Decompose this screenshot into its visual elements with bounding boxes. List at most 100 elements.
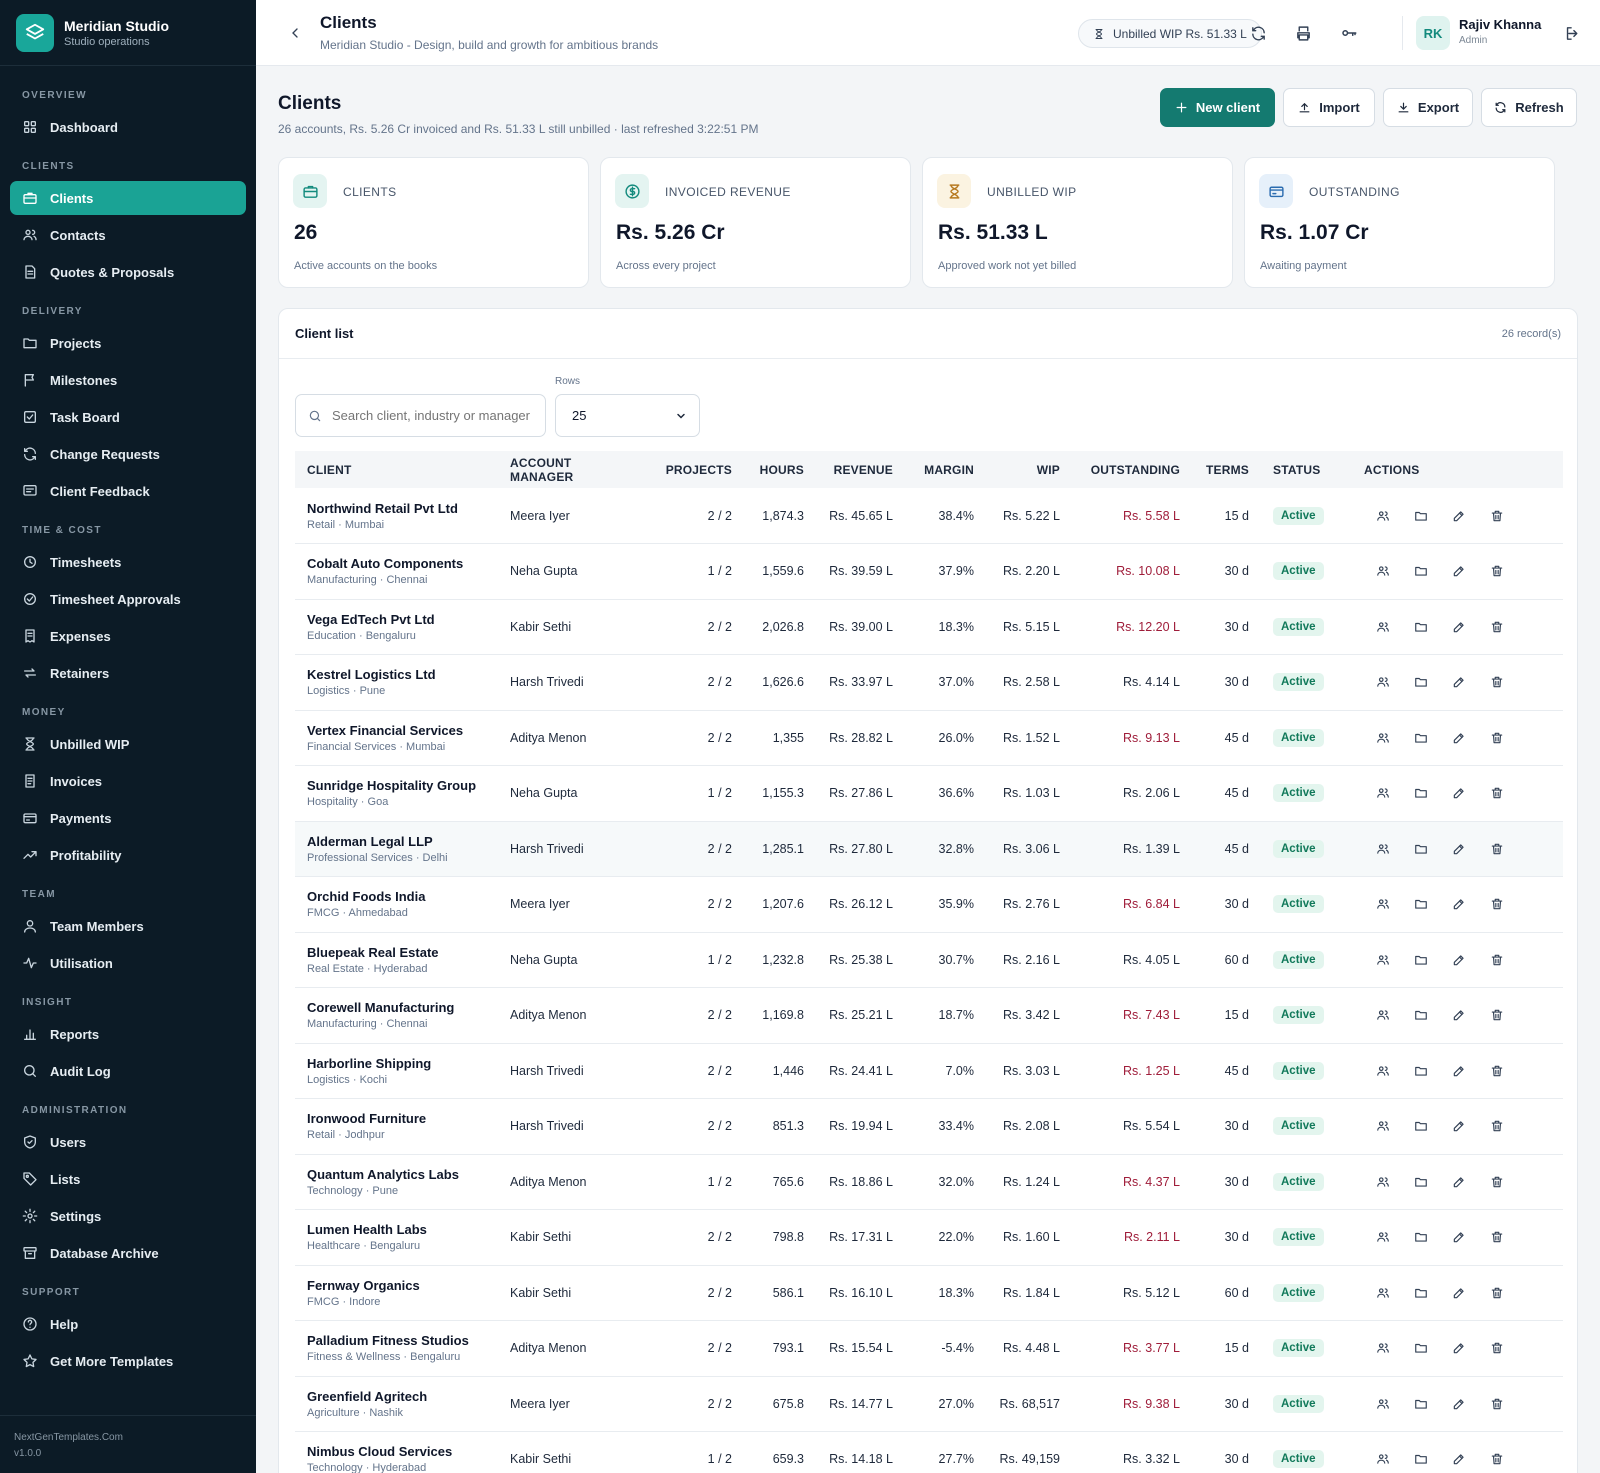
sidebar-item-clients[interactable]: Clients bbox=[10, 181, 246, 215]
delete-client-button[interactable] bbox=[1478, 1003, 1516, 1027]
client-name[interactable]: Ironwood Furniture bbox=[307, 1111, 427, 1127]
view-contacts-button[interactable] bbox=[1364, 1447, 1402, 1471]
table-row[interactable]: Sunridge Hospitality Group Hospitality · … bbox=[295, 766, 1563, 821]
sidebar-item-payments[interactable]: Payments bbox=[10, 801, 246, 835]
export-button[interactable]: Export bbox=[1383, 88, 1473, 127]
key-button[interactable] bbox=[1337, 21, 1361, 45]
brand[interactable]: Meridian Studio Studio operations bbox=[0, 0, 256, 66]
edit-client-button[interactable] bbox=[1440, 1392, 1478, 1416]
logout-button[interactable] bbox=[1560, 21, 1584, 45]
view-contacts-button[interactable] bbox=[1364, 504, 1402, 528]
client-name[interactable]: Cobalt Auto Components bbox=[307, 556, 464, 572]
column-header-terms[interactable]: TERMS bbox=[1206, 462, 1249, 477]
table-row[interactable]: Kestrel Logistics Ltd Logistics · Pune Har… bbox=[295, 655, 1563, 710]
delete-client-button[interactable] bbox=[1478, 1114, 1516, 1138]
delete-client-button[interactable] bbox=[1478, 1281, 1516, 1305]
table-row[interactable]: Greenfield Agritech Agriculture · Nashik M… bbox=[295, 1376, 1563, 1432]
view-contacts-button[interactable] bbox=[1364, 1059, 1402, 1083]
sidebar-item-timesheets[interactable]: Timesheets bbox=[10, 545, 246, 579]
sidebar-item-database-archive[interactable]: Database Archive bbox=[10, 1236, 246, 1270]
edit-client-button[interactable] bbox=[1440, 1447, 1478, 1471]
view-contacts-button[interactable] bbox=[1364, 1114, 1402, 1138]
delete-client-button[interactable] bbox=[1478, 1225, 1516, 1249]
sidebar-item-reports[interactable]: Reports bbox=[10, 1017, 246, 1051]
client-name[interactable]: Greenfield Agritech bbox=[307, 1388, 428, 1404]
edit-client-button[interactable] bbox=[1440, 1281, 1478, 1305]
view-contacts-button[interactable] bbox=[1364, 670, 1402, 694]
view-projects-button[interactable] bbox=[1402, 1059, 1440, 1083]
delete-client-button[interactable] bbox=[1478, 1170, 1516, 1194]
sidebar-item-team-members[interactable]: Team Members bbox=[10, 909, 246, 943]
sidebar-item-client-feedback[interactable]: Client Feedback bbox=[10, 474, 246, 508]
edit-client-button[interactable] bbox=[1440, 1336, 1478, 1360]
delete-client-button[interactable] bbox=[1478, 615, 1516, 639]
delete-client-button[interactable] bbox=[1478, 1336, 1516, 1360]
view-contacts-button[interactable] bbox=[1364, 615, 1402, 639]
view-contacts-button[interactable] bbox=[1364, 837, 1402, 861]
view-projects-button[interactable] bbox=[1402, 1170, 1440, 1194]
delete-client-button[interactable] bbox=[1478, 837, 1516, 861]
column-header-client[interactable]: CLIENT bbox=[307, 462, 352, 477]
view-contacts-button[interactable] bbox=[1364, 948, 1402, 972]
refresh-button[interactable]: Refresh bbox=[1481, 88, 1577, 127]
client-name[interactable]: Northwind Retail Pvt Ltd bbox=[307, 500, 458, 516]
client-name[interactable]: Bluepeak Real Estate bbox=[307, 944, 439, 960]
column-header-status[interactable]: STATUS bbox=[1273, 462, 1321, 477]
delete-client-button[interactable] bbox=[1478, 670, 1516, 694]
view-projects-button[interactable] bbox=[1402, 615, 1440, 639]
client-name[interactable]: Palladium Fitness Studios bbox=[307, 1333, 469, 1349]
view-projects-button[interactable] bbox=[1402, 1114, 1440, 1138]
sidebar-item-get-more-templates[interactable]: Get More Templates bbox=[10, 1344, 246, 1378]
edit-client-button[interactable] bbox=[1440, 1003, 1478, 1027]
edit-client-button[interactable] bbox=[1440, 1059, 1478, 1083]
sidebar-item-dashboard[interactable]: Dashboard bbox=[10, 110, 246, 144]
view-contacts-button[interactable] bbox=[1364, 1392, 1402, 1416]
client-name[interactable]: Kestrel Logistics Ltd bbox=[307, 667, 436, 683]
print-button[interactable] bbox=[1291, 21, 1315, 45]
footer-site[interactable]: NextGenTemplates.Com bbox=[14, 1432, 123, 1443]
client-name[interactable]: Lumen Health Labs bbox=[307, 1222, 427, 1238]
client-name[interactable]: Corewell Manufacturing bbox=[307, 1000, 455, 1016]
view-projects-button[interactable] bbox=[1402, 1336, 1440, 1360]
edit-client-button[interactable] bbox=[1440, 1225, 1478, 1249]
sidebar-item-timesheet-approvals[interactable]: Timesheet Approvals bbox=[10, 582, 246, 616]
view-projects-button[interactable] bbox=[1402, 1281, 1440, 1305]
unbilled-wip-pill[interactable]: Unbilled WIP Rs. 51.33 L bbox=[1078, 19, 1262, 48]
delete-client-button[interactable] bbox=[1478, 1059, 1516, 1083]
view-projects-button[interactable] bbox=[1402, 948, 1440, 972]
table-row[interactable]: Alderman Legal LLP Professional Services … bbox=[295, 821, 1563, 877]
column-header-hours[interactable]: HOURS bbox=[759, 462, 804, 477]
edit-client-button[interactable] bbox=[1440, 1170, 1478, 1194]
table-row[interactable]: Nimbus Cloud Services Technology · Hydera… bbox=[295, 1432, 1563, 1473]
view-contacts-button[interactable] bbox=[1364, 781, 1402, 805]
avatar[interactable]: RK bbox=[1416, 16, 1450, 50]
column-header-margin[interactable]: MARGIN bbox=[924, 462, 974, 477]
edit-client-button[interactable] bbox=[1440, 892, 1478, 916]
sidebar-item-profitability[interactable]: Profitability bbox=[10, 838, 246, 872]
table-row[interactable]: Vega EdTech Pvt Ltd Education · Bengaluru… bbox=[295, 599, 1563, 655]
sidebar-item-settings[interactable]: Settings bbox=[10, 1199, 246, 1233]
view-contacts-button[interactable] bbox=[1364, 1336, 1402, 1360]
edit-client-button[interactable] bbox=[1440, 670, 1478, 694]
sidebar-item-users[interactable]: Users bbox=[10, 1125, 246, 1159]
sidebar-item-invoices[interactable]: Invoices bbox=[10, 764, 246, 798]
sidebar-item-help[interactable]: Help bbox=[10, 1307, 246, 1341]
sidebar-item-projects[interactable]: Projects bbox=[10, 326, 246, 360]
sidebar-item-task-board[interactable]: Task Board bbox=[10, 400, 246, 434]
table-row[interactable]: Vertex Financial Services Financial Servi… bbox=[295, 710, 1563, 766]
table-row[interactable]: Cobalt Auto Components Manufacturing · Ch… bbox=[295, 544, 1563, 599]
view-projects-button[interactable] bbox=[1402, 1447, 1440, 1471]
edit-client-button[interactable] bbox=[1440, 1114, 1478, 1138]
table-row[interactable]: Corewell Manufacturing Manufacturing · Ch… bbox=[295, 988, 1563, 1043]
table-row[interactable]: Fernway Organics FMCG · Indore Kabir Sethi… bbox=[295, 1265, 1563, 1321]
table-row[interactable]: Northwind Retail Pvt Ltd Retail · Mumbai M… bbox=[295, 488, 1563, 544]
view-projects-button[interactable] bbox=[1402, 1225, 1440, 1249]
client-name[interactable]: Alderman Legal LLP bbox=[307, 833, 433, 849]
delete-client-button[interactable] bbox=[1478, 781, 1516, 805]
view-contacts-button[interactable] bbox=[1364, 1281, 1402, 1305]
sidebar-item-change-requests[interactable]: Change Requests bbox=[10, 437, 246, 471]
edit-client-button[interactable] bbox=[1440, 504, 1478, 528]
sync-button[interactable] bbox=[1246, 21, 1270, 45]
view-projects-button[interactable] bbox=[1402, 1392, 1440, 1416]
sidebar-item-unbilled-wip[interactable]: Unbilled WIP bbox=[10, 727, 246, 761]
